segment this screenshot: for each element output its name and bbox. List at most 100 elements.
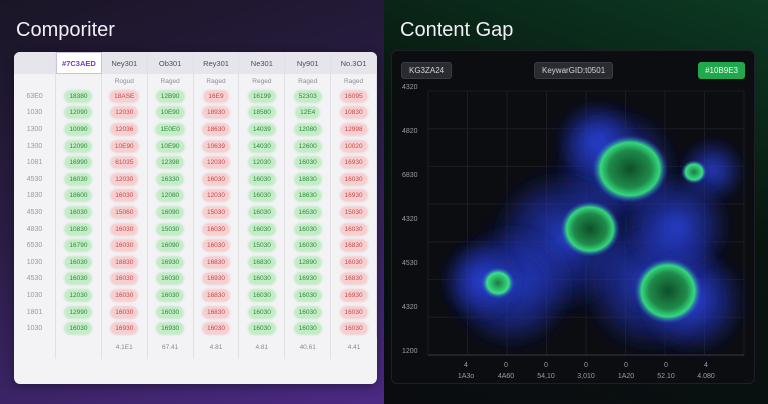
column-header[interactable]: Ney301 — [101, 52, 148, 74]
table-cell: 12036 — [102, 121, 148, 138]
table-cell: 14030 — [239, 137, 286, 155]
y-tick-label: 4820 — [402, 128, 418, 135]
positive-value-pill: 12890 — [294, 256, 321, 268]
x-tick-label: 1A20 — [618, 373, 634, 380]
table-cell: 18380 — [56, 88, 102, 105]
table-cell: 16030 — [331, 253, 377, 271]
positive-value-pill: 16030 — [157, 289, 184, 301]
column-header[interactable]: Ne301 — [239, 52, 286, 74]
hotspot — [560, 201, 620, 257]
table-cell: 16030 — [194, 320, 240, 337]
table-cell: 14039 — [239, 121, 286, 138]
negative-value-pill: 10639 — [202, 140, 230, 152]
table-cell: 16030 — [331, 170, 377, 188]
x-tick-label: 1A3o — [458, 373, 474, 380]
negative-value-pill: 16030 — [111, 190, 138, 202]
row-label: 1300 — [14, 121, 56, 138]
table-cell: 10830 — [331, 104, 377, 122]
row-label: 1830 — [14, 187, 56, 205]
table-cell: 16030 — [331, 303, 377, 321]
negative-value-pill: 16830 — [202, 256, 230, 268]
table-cell: 16090 — [148, 237, 194, 254]
column-header[interactable]: Ny901 — [285, 52, 332, 74]
y-tick-label: 4320 — [402, 216, 418, 223]
keyword-id-chip[interactable]: KeywarGID:t0501 — [534, 62, 614, 79]
negative-value-pill: 16030 — [340, 223, 367, 235]
table-cell: 16030 — [285, 303, 332, 321]
row-label: 1030 — [14, 320, 56, 337]
positive-value-pill: 14030 — [248, 140, 275, 152]
column-subheader: Raged — [331, 74, 377, 88]
table-cell: 16199 — [239, 88, 286, 105]
table-accent-header[interactable]: #7C3AED — [56, 52, 102, 74]
negative-value-pill: 12030 — [202, 157, 230, 169]
y-tick-label: 4320 — [402, 84, 418, 91]
table-cell: 18630 — [194, 121, 240, 138]
table-cell: 16930 — [331, 187, 377, 205]
table-cell: 10020 — [331, 137, 377, 155]
content-gap-title: Content Gap — [400, 19, 514, 41]
competitor-table: #7C3AED Ney301 Ob301 Rey301 Ne301 Ny901 No.3O1… — [14, 52, 377, 359]
column-footer: 4.81 — [194, 336, 240, 359]
table-cell: 18830 — [102, 253, 148, 271]
table-cell: 16790 — [56, 237, 102, 254]
column-header-label-cell — [14, 52, 56, 74]
x-tick-top: 0 — [544, 362, 548, 369]
negative-value-pill: 12030 — [111, 107, 138, 119]
positive-value-pill: 12E4 — [296, 107, 320, 119]
positive-value-pill: 16030 — [65, 173, 92, 185]
column-header[interactable]: No.3O1 — [331, 52, 377, 74]
table-cell: 16030 — [102, 287, 148, 304]
heatmap-chart: 4320 4820 6830 4320 4530 4320 1200 4 1A3o 0 4A60 0 5… — [402, 84, 752, 380]
negative-value-pill: 16030 — [340, 306, 367, 318]
row-label: 1030 — [14, 104, 56, 122]
positive-value-pill: 18630 — [294, 190, 321, 202]
positive-value-pill: 16090 — [157, 206, 184, 218]
column-header[interactable]: Rey301 — [193, 52, 240, 74]
column-subheader-label-cell — [14, 74, 56, 88]
column-header[interactable]: Ob301 — [147, 52, 194, 74]
table-cell: 10830 — [56, 220, 102, 238]
negative-value-pill: 16095 — [340, 90, 367, 102]
column-footer: 4.1E1 — [102, 336, 148, 359]
positive-value-pill: 16930 — [157, 323, 184, 335]
table-cell: 12090 — [56, 137, 102, 155]
positive-value-pill: 16030 — [248, 323, 275, 335]
row-label: 1801 — [14, 303, 56, 321]
positive-value-pill: 16030 — [248, 206, 275, 218]
table-cell: 16030 — [148, 270, 194, 288]
table-cell: 12890 — [285, 253, 332, 271]
negative-value-pill: 16930 — [340, 190, 367, 202]
x-tick-top: 0 — [664, 362, 668, 369]
positive-value-pill: 15030 — [248, 240, 275, 252]
negative-value-pill: 16830 — [202, 306, 230, 318]
table-cell: 16030 — [148, 303, 194, 321]
table-cell: 12B90 — [148, 88, 194, 105]
table-cell: 16030 — [331, 320, 377, 337]
table-cell: 16030 — [285, 287, 332, 304]
row-label: 1030 — [14, 287, 56, 304]
x-tick-top: 4 — [464, 362, 468, 369]
negative-value-pill: 12036 — [111, 123, 138, 135]
negative-value-pill: 16030 — [111, 240, 138, 252]
keyword-chip[interactable]: KG3ZA24 — [401, 62, 453, 79]
table-cell: 15030 — [148, 220, 194, 238]
table-cell: 16530 — [285, 204, 332, 221]
table-cell: 12E4 — [285, 104, 332, 122]
table-cell: 16030 — [239, 270, 286, 288]
positive-value-pill: 1E0E0 — [156, 123, 184, 135]
table-cell: 16030 — [102, 303, 148, 321]
table-cell: 16030 — [194, 170, 240, 188]
column-footer-label-cell — [14, 336, 56, 359]
table-cell: 16930 — [148, 320, 194, 337]
negative-value-pill: 12030 — [111, 173, 138, 185]
y-tick-label: 6830 — [402, 172, 418, 179]
positive-value-pill: 12B90 — [156, 90, 184, 102]
positive-value-pill: 12090 — [65, 107, 92, 119]
table-cell: 12030 — [102, 104, 148, 122]
color-chip-button[interactable]: #10B9E3 — [698, 62, 745, 79]
positive-value-pill: 18830 — [294, 173, 321, 185]
negative-value-pill: 16030 — [111, 273, 138, 285]
table-cell: 16095 — [331, 88, 377, 105]
table-cell: 16030 — [285, 154, 332, 171]
